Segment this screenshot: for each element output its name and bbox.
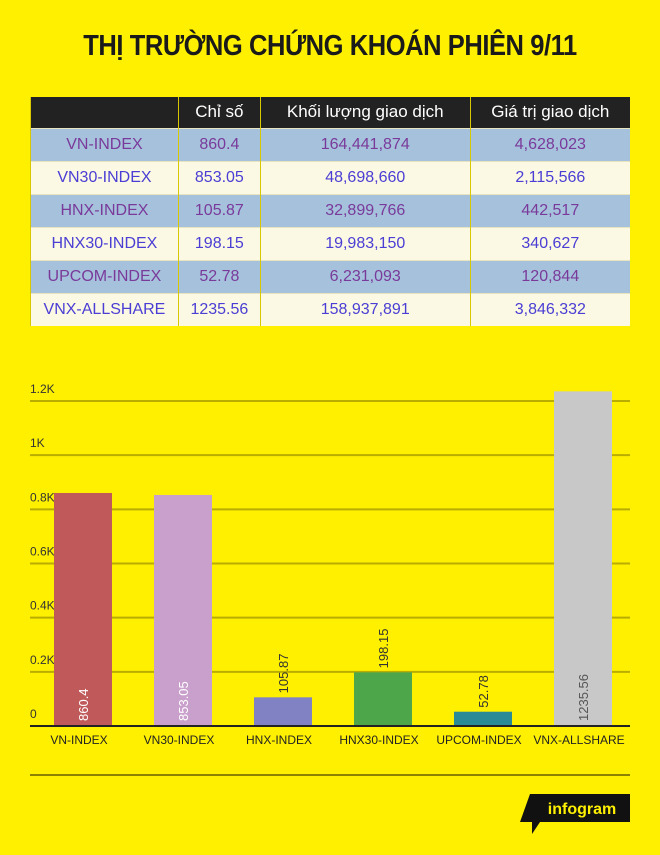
bar	[254, 697, 312, 726]
table-cell: 860.4	[177, 127, 261, 161]
y-tick-label: 1.2K	[30, 382, 55, 396]
y-tick-label: 0.6K	[30, 545, 55, 559]
table-cell: 19,983,150	[259, 226, 471, 260]
table-cell: 1235.56	[177, 292, 261, 326]
table-cell: 105.87	[177, 193, 261, 227]
data-label: 853.05	[176, 681, 191, 721]
table-cell: 442,517	[469, 193, 630, 227]
data-label: 860.4	[76, 688, 91, 721]
table-cell: HNX-INDEX	[30, 193, 179, 227]
x-tick-label: VNX-ALLSHARE	[533, 733, 624, 747]
bar	[454, 711, 512, 726]
table-row: HNX30-INDEX 198.15 19,983,150 340,627	[30, 226, 630, 260]
page-title: THỊ TRƯỜNG CHỨNG KHOÁN PHIÊN 9/11	[83, 30, 577, 62]
logo-text: infogram	[548, 801, 616, 818]
y-tick-label: 0.8K	[30, 490, 55, 504]
table-cell: HNX30-INDEX	[30, 226, 179, 260]
data-label: 1235.56	[576, 674, 591, 721]
table-cell: VNX-ALLSHARE	[30, 292, 179, 326]
table-cell: 48,698,660	[259, 160, 471, 194]
infogram-logo: infogram	[520, 794, 630, 834]
data-label: 105.87	[276, 654, 291, 694]
x-tick-label: VN30-INDEX	[144, 733, 215, 747]
table-cell: 2,115,566	[469, 160, 630, 194]
table-row: VNX-ALLSHARE 1235.56 158,937,891 3,846,332	[30, 292, 630, 326]
table-cell: 340,627	[469, 226, 630, 260]
x-tick-label: VN-INDEX	[50, 733, 107, 747]
x-tick-label: UPCOM-INDEX	[436, 733, 521, 747]
table-cell: UPCOM-INDEX	[30, 259, 179, 293]
table-cell: 158,937,891	[259, 292, 471, 326]
y-tick-label: 0	[30, 707, 37, 721]
table-cell: 3,846,332	[469, 292, 630, 326]
column-header: Chỉ số	[177, 97, 261, 128]
table-row: HNX-INDEX 105.87 32,899,766 442,517	[30, 193, 630, 227]
table-cell: 6,231,093	[259, 259, 471, 293]
y-tick-label: 0.2K	[30, 653, 55, 667]
y-tick-label: 1K	[30, 436, 45, 450]
divider	[30, 774, 630, 776]
data-label: 52.78	[476, 675, 491, 708]
data-label: 198.15	[376, 629, 391, 669]
bar	[154, 494, 212, 726]
table-cell: 52.78	[177, 259, 261, 293]
x-tick-label: HNX-INDEX	[246, 733, 312, 747]
table-cell: 32,899,766	[259, 193, 471, 227]
bar	[354, 672, 412, 726]
market-table: Chỉ số Khối lượng giao dịch Giá trị giao d…	[30, 97, 630, 326]
y-tick-label: 0.4K	[30, 599, 55, 613]
table-cell: VN-INDEX	[30, 127, 179, 161]
table-row: UPCOM-INDEX 52.78 6,231,093 120,844	[30, 259, 630, 293]
table-cell: VN30-INDEX	[30, 160, 179, 194]
column-header: Giá trị giao dịch	[469, 97, 630, 128]
table-cell: 4,628,023	[469, 127, 630, 161]
column-header	[30, 97, 179, 128]
bar	[54, 492, 112, 726]
column-header: Khối lượng giao dịch	[259, 97, 471, 128]
bar	[554, 391, 612, 726]
table-cell: 120,844	[469, 259, 630, 293]
x-tick-label: HNX30-INDEX	[339, 733, 418, 747]
table-cell: 164,441,874	[259, 127, 471, 161]
table-row: VN-INDEX 860.4 164,441,874 4,628,023	[30, 127, 630, 161]
table-cell: 853.05	[177, 160, 261, 194]
table-cell: 198.15	[177, 226, 261, 260]
bar-chart: 0 0.2K 0.4K 0.6K 0.8K 1K 1.2K 860.4 VN-INDEX 853.…	[30, 382, 630, 747]
table-row: VN30-INDEX 853.05 48,698,660 2,115,566	[30, 160, 630, 194]
